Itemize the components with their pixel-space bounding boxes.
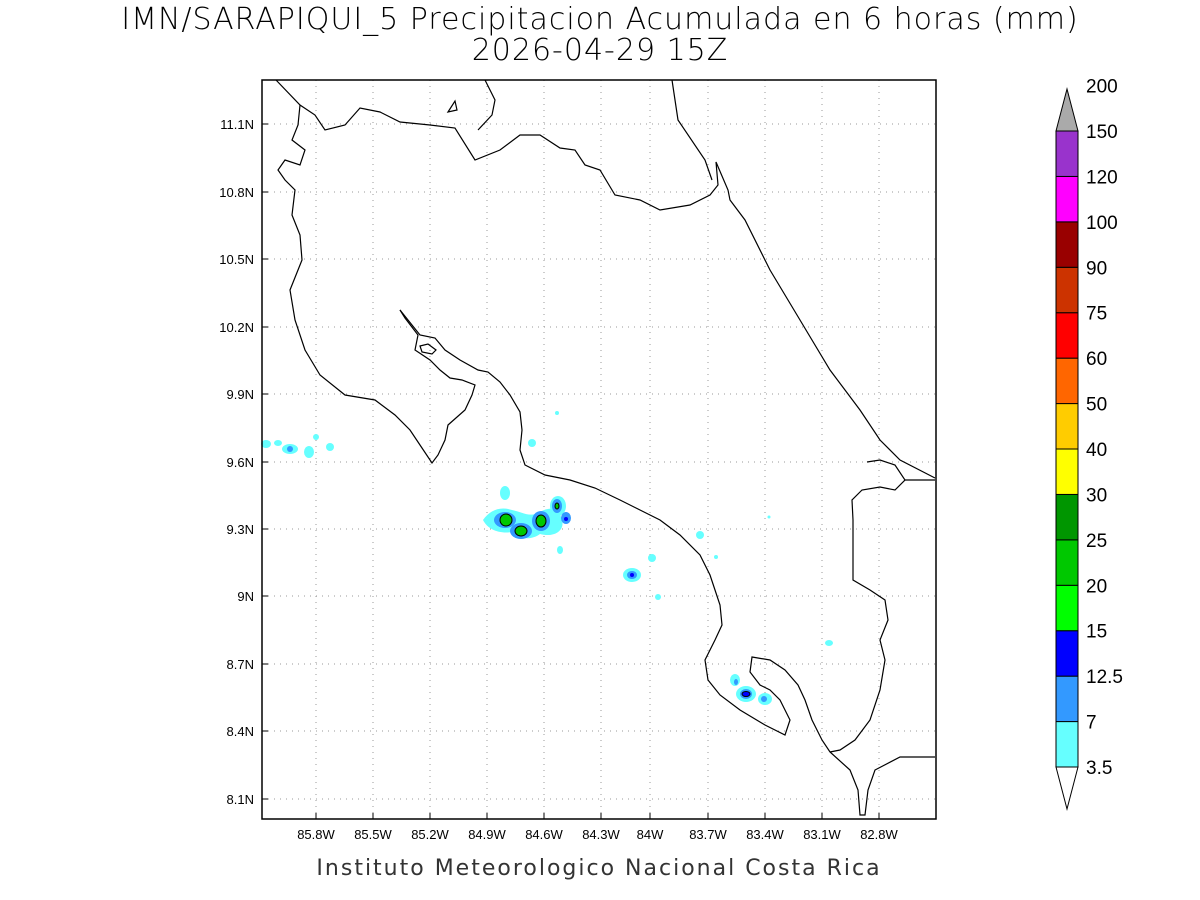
lon-tick-label: 84W <box>637 827 664 842</box>
lat-tick-label: 8.7N <box>227 657 254 672</box>
precip-cell <box>304 446 314 458</box>
lon-tick-label: 84.3W <box>582 827 620 842</box>
lat-tick-label: 8.1N <box>227 792 254 807</box>
precip-cell <box>500 486 510 500</box>
latitude-ticks: 11.1N 10.8N 10.5N 10.2N 9.9N 9.6N 9.3N 9N 8.7N 8.… <box>219 117 268 807</box>
colorbar-swatch <box>1055 221 1079 268</box>
precip-cell <box>287 446 293 452</box>
colorbar-label: 75 <box>1086 304 1107 325</box>
precip-contours <box>499 502 751 697</box>
lon-tick-label: 85.8W <box>297 827 335 842</box>
precip-cell <box>767 515 771 519</box>
precip-cell <box>564 517 568 521</box>
colorbar-swatch <box>1055 584 1079 632</box>
caribbean-coast-top <box>671 79 713 181</box>
northeast-coast-top <box>477 79 496 131</box>
precip-cell <box>528 439 536 447</box>
precip-cell <box>515 526 527 536</box>
precip-cell <box>655 594 661 600</box>
gulf-of-nicoya-coast <box>399 309 935 816</box>
precip-cell <box>761 696 767 702</box>
pacific-coast-nicoya <box>277 104 476 465</box>
colorbar-swatch <box>1055 539 1079 586</box>
small-island <box>446 99 458 113</box>
precip-cell <box>557 546 563 554</box>
lat-tick-label: 11.1N <box>220 117 254 132</box>
colorbar-label: 3.5 <box>1086 758 1112 779</box>
colorbar-swatch <box>1055 403 1079 450</box>
colorbar: 3.5 7 12.5 15 20 25 30 40 50 60 75 90 100 120 150 200 <box>1055 77 1123 811</box>
colorbar-swatch <box>1055 175 1079 223</box>
colorbar-label: 25 <box>1086 531 1107 552</box>
colorbar-label: 60 <box>1086 349 1107 370</box>
colorbar-bottom-arrow <box>1055 766 1079 811</box>
colorbar-label: 90 <box>1086 258 1107 279</box>
colorbar-top-arrow <box>1055 87 1079 132</box>
colorbar-label: 120 <box>1086 167 1118 188</box>
colorbar-swatch <box>1055 448 1079 495</box>
colorbar-swatch <box>1055 130 1079 177</box>
lon-tick-label: 85.2W <box>411 827 449 842</box>
precip-cell <box>630 573 634 577</box>
lat-tick-label: 9.6N <box>227 455 254 470</box>
panama-border <box>829 459 906 753</box>
map-title: IMN/SARAPIQUI_5 Precipitacion Acumulada … <box>121 2 1079 37</box>
map-frame <box>261 79 937 820</box>
lon-tick-label: 83.7W <box>689 827 727 842</box>
precip-cell <box>536 515 546 527</box>
precip-cell <box>714 555 718 559</box>
colorbar-swatch <box>1055 493 1079 541</box>
colorbar-swatch <box>1055 675 1079 723</box>
colorbar-label: 30 <box>1086 485 1107 506</box>
lon-tick-label: 85.5W <box>354 827 392 842</box>
colorbar-label: 12.5 <box>1086 667 1123 688</box>
precip-cell <box>274 440 282 446</box>
colorbar-label: 40 <box>1086 440 1107 461</box>
colorbar-label: 150 <box>1086 122 1118 143</box>
lon-tick-label: 84.9W <box>468 827 506 842</box>
lon-tick-label: 83.4W <box>746 827 784 842</box>
precip-cell <box>500 514 512 526</box>
longitude-ticks: 85.8W 85.5W 85.2W 84.9W 84.6W 84.3W 84W 83.7W 83… <box>297 813 899 842</box>
colorbar-label: 15 <box>1086 622 1107 643</box>
northern-border <box>275 79 936 479</box>
map-date: 2026-04-29 15Z <box>471 33 729 68</box>
colorbar-label: 20 <box>1086 576 1107 597</box>
colorbar-label: 50 <box>1086 395 1107 416</box>
lat-tick-label: 9.9N <box>227 387 254 402</box>
precipitation-field <box>261 411 833 705</box>
precip-cell <box>261 440 271 448</box>
lat-tick-label: 9N <box>237 589 254 604</box>
colorbar-swatch <box>1055 630 1079 677</box>
precip-cell <box>734 679 738 685</box>
lon-tick-label: 83.1W <box>803 827 841 842</box>
lat-tick-label: 10.5N <box>219 252 254 267</box>
precip-cell <box>313 434 319 440</box>
lon-tick-label: 84.6W <box>525 827 563 842</box>
precip-cell <box>326 443 334 451</box>
lat-tick-label: 8.4N <box>227 724 254 739</box>
precip-cell <box>555 503 559 509</box>
colorbar-swatch <box>1055 721 1079 768</box>
lat-tick-label: 10.2N <box>219 320 254 335</box>
colorbar-label: 100 <box>1086 213 1118 234</box>
colorbar-swatch <box>1055 266 1079 314</box>
chirrito-island <box>419 343 437 355</box>
lat-tick-label: 9.3N <box>227 522 254 537</box>
precip-cell <box>648 554 656 562</box>
colorbar-label: 7 <box>1086 713 1097 734</box>
map-grid <box>262 80 936 819</box>
institution-footer: Instituto Meteorologico Nacional Costa R… <box>316 856 882 881</box>
colorbar-swatch <box>1055 312 1079 359</box>
precip-cell <box>696 531 704 539</box>
precip-cell <box>742 691 750 697</box>
colorbar-label: 200 <box>1086 77 1118 98</box>
lat-tick-label: 10.8N <box>219 185 254 200</box>
colorbar-swatch <box>1055 357 1079 405</box>
precip-cell <box>555 411 559 415</box>
precip-cell <box>825 640 833 646</box>
coastline <box>275 79 936 816</box>
lon-tick-label: 82.8W <box>860 827 898 842</box>
